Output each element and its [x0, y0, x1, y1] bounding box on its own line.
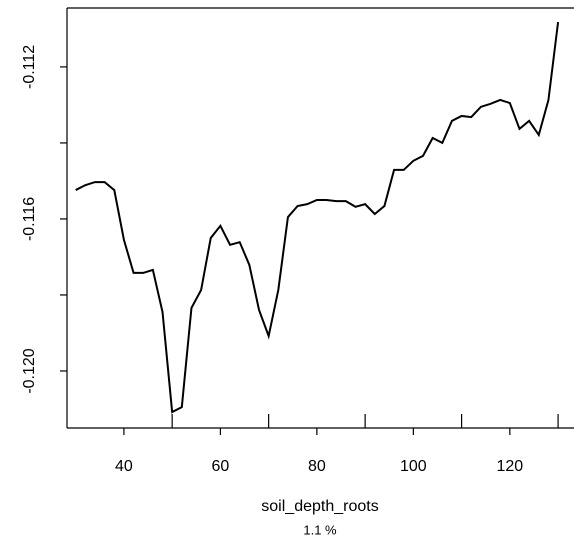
- line: [75, 21, 560, 414]
- y-tick-label: -0.120: [21, 348, 38, 393]
- x-tick-label: 80: [308, 458, 326, 475]
- x-tick-label: 40: [115, 458, 133, 475]
- x-tick-label: 60: [212, 458, 230, 475]
- y-tick-label: -0.112: [21, 45, 38, 89]
- x-axis-label: soil_depth_roots: [261, 498, 378, 515]
- x-tick-label: 100: [400, 458, 427, 475]
- subtitle: 1.1 %: [303, 522, 337, 537]
- y-tick-label: -0.116: [21, 197, 38, 241]
- x-tick-label: 120: [496, 458, 523, 475]
